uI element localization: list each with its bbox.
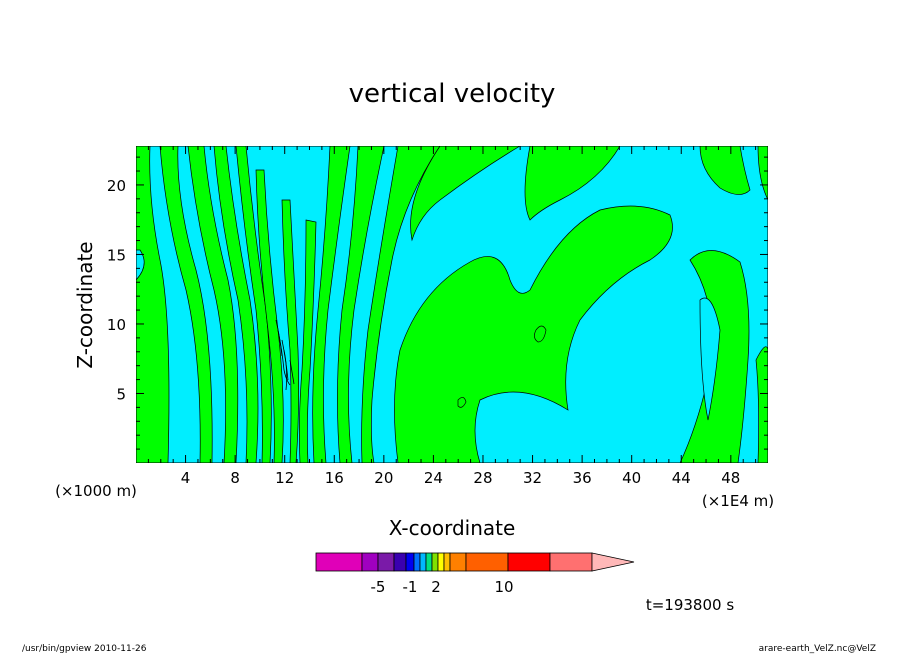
colorbar-arrow bbox=[591, 552, 635, 572]
colorbar-segment bbox=[549, 552, 593, 572]
colorbar-labels: -5 -1 2 10 bbox=[371, 578, 514, 596]
region-band-7 bbox=[361, 146, 441, 463]
region-right-top bbox=[699, 146, 751, 195]
colorbar-segment bbox=[393, 552, 407, 572]
region-band-6 bbox=[337, 146, 385, 463]
x-tick-label: 28 bbox=[473, 469, 492, 487]
x-tick-label: 40 bbox=[622, 469, 641, 487]
region-column-1 bbox=[255, 169, 284, 463]
region-left-edge bbox=[136, 146, 170, 463]
colorbar bbox=[315, 552, 635, 572]
region-island-2 bbox=[457, 397, 467, 408]
colorbar-segment bbox=[431, 552, 439, 572]
colorbar-segment bbox=[361, 552, 379, 572]
time-label: t=193800 s bbox=[646, 596, 734, 614]
axis-ticks bbox=[136, 146, 768, 463]
region-band-5 bbox=[312, 146, 351, 463]
colorbar-segment bbox=[425, 552, 433, 572]
x-tick-label: 4 bbox=[181, 469, 191, 487]
positive-regions bbox=[136, 146, 768, 463]
region-column-3 bbox=[298, 219, 317, 463]
colorbar-label: 2 bbox=[431, 578, 441, 596]
colorbar-segment bbox=[377, 552, 395, 572]
region-top-2 bbox=[524, 146, 621, 221]
x-tick-label: 32 bbox=[523, 469, 542, 487]
x-tick-label: 44 bbox=[672, 469, 691, 487]
x-tick-label: 24 bbox=[424, 469, 443, 487]
colorbar-segment bbox=[405, 552, 415, 572]
colorbar-segment bbox=[437, 552, 445, 572]
chart-title: vertical velocity bbox=[349, 79, 556, 109]
x-tick-label: 16 bbox=[325, 469, 344, 487]
colorbar-segment bbox=[507, 552, 551, 572]
y-tick-label: 20 bbox=[107, 177, 126, 195]
region-band-3 bbox=[213, 146, 259, 463]
region-right-edge-top bbox=[757, 146, 768, 201]
colorbar-label: -5 bbox=[371, 578, 386, 596]
region-top-1 bbox=[410, 146, 521, 242]
colorbar-segment bbox=[413, 552, 421, 572]
colorbar-segment bbox=[419, 552, 427, 572]
y-axis-label: Z-coordinate bbox=[73, 241, 97, 368]
contour-line bbox=[275, 319, 283, 357]
colorbar-segment bbox=[315, 552, 363, 572]
colorbar-segment bbox=[443, 552, 451, 572]
colorbar-label: 10 bbox=[494, 578, 513, 596]
y-tick-label: 10 bbox=[107, 316, 126, 334]
region-band-2 bbox=[187, 146, 239, 463]
region-band-1 bbox=[159, 146, 213, 463]
colorbar-segment bbox=[465, 552, 509, 572]
x-axis-label: X-coordinate bbox=[389, 516, 516, 540]
y-tick-label: 15 bbox=[107, 246, 126, 264]
region-right-inner-cut bbox=[699, 297, 721, 421]
contour-line bbox=[283, 349, 288, 391]
fine-contours bbox=[275, 319, 295, 391]
x-tick-label: 20 bbox=[374, 469, 393, 487]
x-tick-label: 36 bbox=[573, 469, 592, 487]
x-unit-right: (×1E4 m) bbox=[702, 492, 774, 510]
colorbar-label: -1 bbox=[403, 578, 418, 596]
footer-right: arare-earth_VelZ.nc@VelZ bbox=[759, 644, 876, 654]
region-island-1 bbox=[534, 325, 547, 343]
colorbar-segment bbox=[449, 552, 467, 572]
contour-line bbox=[289, 359, 295, 385]
x-tick-label: 12 bbox=[275, 469, 294, 487]
x-unit-left: (×1000 m) bbox=[55, 482, 137, 500]
footer-left: /usr/bin/gpview 2010-11-26 bbox=[22, 644, 147, 654]
x-tick-label: 8 bbox=[230, 469, 240, 487]
plot-area bbox=[136, 146, 768, 463]
region-column-2 bbox=[281, 199, 300, 463]
y-tick-label: 5 bbox=[116, 385, 126, 403]
x-tick-label: 48 bbox=[721, 469, 740, 487]
region-band-4 bbox=[235, 146, 272, 463]
